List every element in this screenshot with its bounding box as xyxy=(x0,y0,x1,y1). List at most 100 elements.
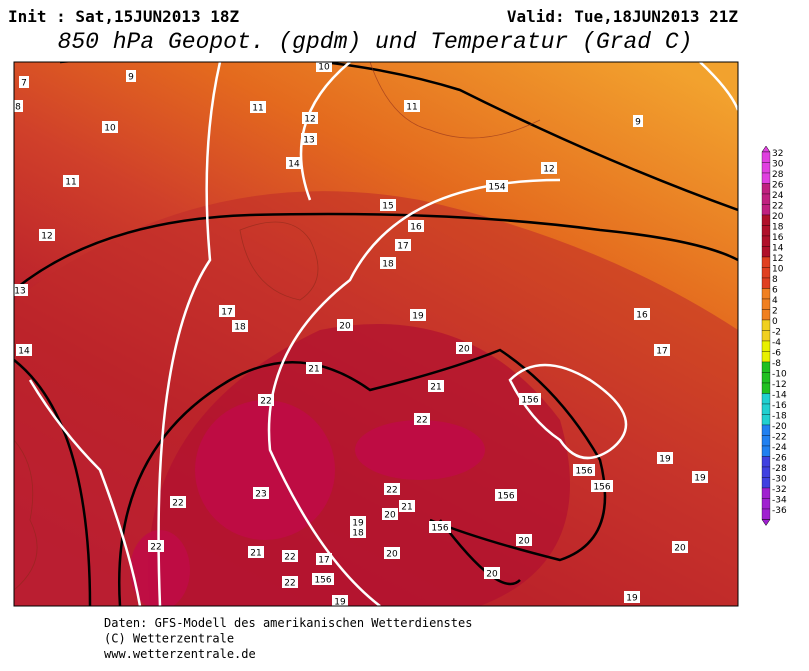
label-box xyxy=(250,101,266,113)
scale-label: 18 xyxy=(772,223,784,233)
contour-label: 12 xyxy=(41,232,52,242)
contour-label: 17 xyxy=(221,308,232,318)
scale-swatch xyxy=(761,246,771,258)
scale-label: 26 xyxy=(772,181,784,191)
contour-label: 18 xyxy=(352,529,364,539)
scale-swatch xyxy=(761,151,771,163)
scale-label: -6 xyxy=(772,349,781,359)
scale-swatch xyxy=(761,277,771,289)
scale-label: 8 xyxy=(772,275,778,285)
footer: Daten: GFS-Modell des amerikanischen Wet… xyxy=(104,616,472,661)
label-box xyxy=(282,576,298,588)
scale-swatch xyxy=(761,477,771,489)
scale-label: 10 xyxy=(772,265,784,275)
scale-label: -26 xyxy=(772,454,787,464)
scale-swatch xyxy=(761,487,771,499)
label-box xyxy=(253,487,269,499)
map-frame xyxy=(13,61,739,607)
contour-label: 11 xyxy=(65,178,76,188)
label-box xyxy=(541,162,557,174)
scale-swatch xyxy=(761,330,771,342)
scale-label: -22 xyxy=(772,433,787,443)
contour-label: 16 xyxy=(410,223,422,233)
label-box xyxy=(332,595,348,606)
scale-label: -4 xyxy=(772,338,781,348)
scale-swatch xyxy=(761,162,771,174)
scale-label: 4 xyxy=(772,296,778,306)
scale-label: -30 xyxy=(772,475,787,485)
label-box xyxy=(350,526,366,538)
label-box xyxy=(380,199,396,211)
contour-label: 22 xyxy=(150,543,161,553)
label-box xyxy=(102,121,118,133)
contour-label: 156 xyxy=(593,483,610,493)
label-box xyxy=(282,550,298,562)
contour-label: 10 xyxy=(318,63,330,73)
scale-cap xyxy=(761,145,771,153)
contour-label: 22 xyxy=(416,416,427,426)
label-box xyxy=(39,229,55,241)
contour-label: 20 xyxy=(384,511,396,521)
label-box xyxy=(404,100,420,112)
scale-swatch xyxy=(761,298,771,310)
label-box xyxy=(672,541,688,553)
scale-swatch xyxy=(761,508,771,520)
color-scale: 32302826242220181614121086420-2-4-6-8-10… xyxy=(761,145,787,526)
scale-swatch xyxy=(761,466,771,478)
contour-label: 21 xyxy=(308,365,319,375)
contour-label: 19 xyxy=(334,598,346,608)
label-box xyxy=(591,480,613,492)
contour-label: 12 xyxy=(304,115,315,125)
label-box xyxy=(312,573,334,585)
label-box xyxy=(126,70,136,82)
label-box xyxy=(14,100,23,112)
label-box xyxy=(14,284,28,296)
hot-spot xyxy=(355,420,485,480)
contour-label: 17 xyxy=(656,347,667,357)
contour-label: 22 xyxy=(284,553,295,563)
scale-label: 28 xyxy=(772,170,784,180)
scale-swatch xyxy=(761,204,771,216)
scale-label: -8 xyxy=(772,359,781,369)
label-box xyxy=(456,342,472,354)
contour-label: 18 xyxy=(382,260,394,270)
scale-swatch xyxy=(761,393,771,405)
contour-label: 22 xyxy=(260,397,271,407)
contour-label: 15 xyxy=(382,202,393,212)
scale-swatch xyxy=(761,340,771,352)
scale-label: 12 xyxy=(772,254,783,264)
contour-label: 8 xyxy=(15,103,21,113)
scale-label: -24 xyxy=(772,443,787,453)
contour-label: 10 xyxy=(104,124,116,134)
scale-label: 32 xyxy=(772,149,783,159)
contour-label: 18 xyxy=(234,323,246,333)
label-box xyxy=(382,508,398,520)
label-box xyxy=(302,112,318,124)
scale-swatch xyxy=(761,235,771,247)
scale-swatch xyxy=(761,435,771,447)
contour-label: 20 xyxy=(386,550,398,560)
label-box xyxy=(573,464,595,476)
scale-label: -20 xyxy=(772,422,787,432)
scale-swatch xyxy=(761,193,771,205)
label-box xyxy=(316,553,332,565)
scale-cap xyxy=(761,519,771,526)
scale-label: 20 xyxy=(772,212,784,222)
contour-label: 9 xyxy=(128,73,134,83)
contour-label: 19 xyxy=(659,455,671,465)
label-box xyxy=(16,344,32,356)
coastlines xyxy=(14,62,541,591)
label-box xyxy=(286,157,302,169)
contour-label: 20 xyxy=(458,345,470,355)
map-title: 850 hPa Geopot. (gpdm) und Temperatur (G… xyxy=(58,29,693,55)
scale-label: -28 xyxy=(772,464,787,474)
footer-line: (C) Wetterzentrale xyxy=(104,632,234,646)
scale-swatch xyxy=(761,172,771,184)
contour-label: 21 xyxy=(401,503,412,513)
label-box xyxy=(258,394,274,406)
contour-label: 19 xyxy=(352,519,364,529)
scale-label: 14 xyxy=(772,244,784,254)
label-box xyxy=(306,362,322,374)
scale-swatch xyxy=(761,424,771,436)
